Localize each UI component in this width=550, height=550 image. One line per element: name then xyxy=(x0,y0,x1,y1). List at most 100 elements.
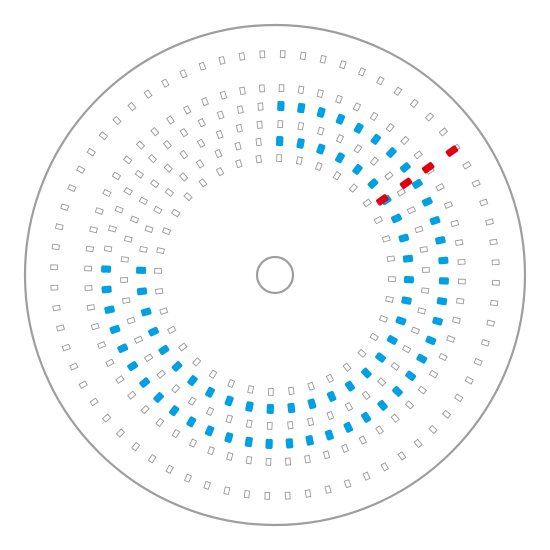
empty-tick xyxy=(183,473,193,483)
empty-tick xyxy=(307,381,315,391)
empty-tick xyxy=(258,84,265,93)
marker-segment xyxy=(445,145,459,157)
filled-segment xyxy=(297,102,306,114)
filled-segment xyxy=(285,438,294,449)
empty-tick xyxy=(358,435,368,445)
empty-tick xyxy=(277,120,284,129)
empty-tick xyxy=(159,307,169,315)
tick-rings xyxy=(50,50,500,500)
empty-tick xyxy=(339,60,347,70)
empty-tick xyxy=(344,401,354,412)
empty-tick xyxy=(183,192,193,202)
empty-tick xyxy=(438,352,448,362)
empty-tick xyxy=(179,127,189,138)
filled-segment xyxy=(296,138,305,149)
filled-segment xyxy=(353,122,364,134)
empty-tick xyxy=(276,154,282,163)
empty-tick xyxy=(115,428,126,438)
empty-tick xyxy=(406,206,417,215)
filled-segment xyxy=(136,287,148,296)
empty-tick xyxy=(51,243,60,251)
empty-tick xyxy=(154,268,163,274)
empty-tick xyxy=(480,339,490,347)
empty-tick xyxy=(102,188,112,198)
filled-segment xyxy=(438,277,449,285)
empty-tick xyxy=(376,76,385,86)
empty-tick xyxy=(56,324,65,332)
empty-tick xyxy=(369,111,379,122)
empty-tick xyxy=(94,207,104,215)
empty-tick xyxy=(155,417,165,428)
empty-tick xyxy=(171,384,181,394)
empty-tick xyxy=(453,393,464,403)
empty-tick xyxy=(245,419,253,429)
empty-tick xyxy=(479,198,489,207)
empty-tick xyxy=(314,161,323,172)
empty-tick xyxy=(86,304,96,311)
marker-segment xyxy=(421,162,435,174)
filled-segment xyxy=(386,335,398,345)
filled-segment xyxy=(245,401,254,412)
filled-segment xyxy=(370,133,381,145)
empty-tick xyxy=(215,129,224,140)
filled-segment xyxy=(205,386,215,398)
empty-tick xyxy=(384,171,394,181)
empty-tick xyxy=(160,78,170,88)
empty-tick xyxy=(163,163,173,173)
empty-tick xyxy=(316,89,324,98)
empty-tick xyxy=(171,428,181,439)
filled-segment xyxy=(436,297,448,306)
empty-tick xyxy=(245,455,253,465)
filled-segment xyxy=(153,392,164,403)
empty-tick xyxy=(139,245,148,253)
empty-tick xyxy=(154,288,164,295)
empty-tick xyxy=(381,235,391,243)
empty-tick xyxy=(203,480,211,490)
empty-tick xyxy=(413,438,423,449)
empty-tick xyxy=(98,131,109,141)
empty-tick xyxy=(362,198,372,208)
empty-tick xyxy=(288,386,295,396)
filled-segment xyxy=(101,285,112,294)
filled-segment xyxy=(395,316,407,326)
filled-segment xyxy=(101,265,112,273)
empty-tick xyxy=(396,187,407,197)
empty-tick xyxy=(144,225,154,234)
empty-tick xyxy=(450,219,460,228)
empty-tick xyxy=(76,165,86,174)
empty-tick xyxy=(490,299,499,307)
empty-tick xyxy=(84,285,93,292)
empty-tick xyxy=(97,341,107,350)
empty-tick xyxy=(386,255,396,262)
empty-tick xyxy=(226,452,234,461)
empty-tick xyxy=(208,369,218,379)
filled-segment xyxy=(401,296,412,305)
empty-tick xyxy=(287,421,294,430)
empty-tick xyxy=(239,86,246,96)
filled-segment xyxy=(435,236,446,245)
empty-tick xyxy=(140,404,150,415)
empty-tick xyxy=(457,278,466,285)
filled-segment xyxy=(171,361,183,372)
filled-segment xyxy=(425,335,437,346)
filled-segment xyxy=(386,147,397,158)
empty-tick xyxy=(390,361,400,371)
empty-tick xyxy=(85,245,95,253)
empty-tick xyxy=(112,115,122,126)
empty-tick xyxy=(357,348,367,358)
empty-tick xyxy=(179,69,188,79)
empty-tick xyxy=(69,362,79,371)
filled-segment xyxy=(432,316,443,326)
empty-tick xyxy=(326,410,335,421)
filled-segment xyxy=(224,395,234,407)
empty-tick xyxy=(424,112,435,122)
filled-segment xyxy=(186,416,197,428)
empty-tick xyxy=(188,438,198,448)
empty-tick xyxy=(421,287,430,294)
empty-tick xyxy=(135,140,146,150)
filled-segment xyxy=(377,399,388,411)
empty-tick xyxy=(54,223,64,231)
empty-tick xyxy=(473,357,483,367)
empty-tick xyxy=(147,453,157,464)
empty-tick xyxy=(464,376,474,385)
